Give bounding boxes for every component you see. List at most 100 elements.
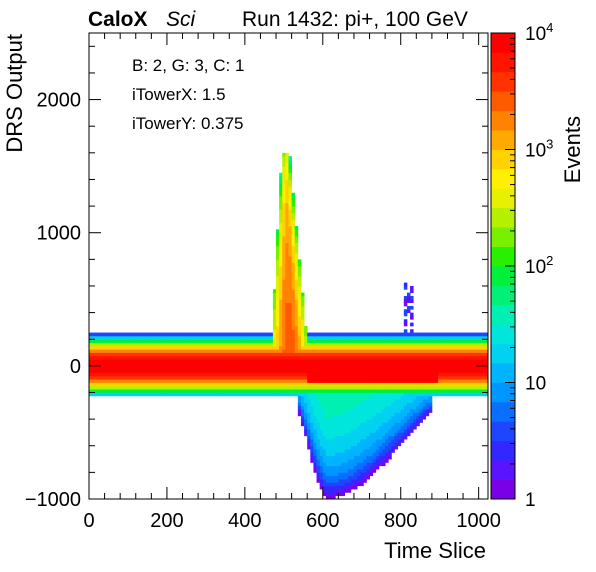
heatmap-cell: [126, 375, 130, 380]
heatmap-cell: [382, 335, 386, 340]
heatmap-cell: [107, 345, 112, 350]
heatmap-cell: [126, 345, 130, 350]
heatmap-cell: [410, 295, 414, 300]
heatmap-cell: [385, 412, 389, 417]
heatmap-cell: [406, 375, 411, 380]
heatmap-cell: [400, 389, 405, 393]
heatmap-cell: [410, 362, 414, 367]
heatmap-cell: [319, 365, 324, 370]
heatmap-cell: [291, 365, 296, 370]
heatmap-cell: [363, 422, 367, 427]
heatmap-cell: [201, 332, 205, 337]
heatmap-cell: [372, 399, 377, 403]
heatmap-cell: [363, 412, 367, 417]
heatmap-cell: [313, 389, 317, 393]
heatmap-cell: [366, 469, 370, 473]
heatmap-cell: [360, 455, 364, 460]
heatmap-cell: [179, 392, 183, 397]
heatmap-cell: [360, 465, 364, 470]
heatmap-cell: [338, 439, 342, 443]
heatmap-cell: [173, 372, 177, 377]
heatmap-cell: [101, 355, 105, 360]
heatmap-cell: [469, 362, 473, 367]
heatmap-cell: [378, 459, 383, 463]
heatmap-cell: [463, 375, 467, 380]
heatmap-cell: [282, 339, 286, 343]
heatmap-cell: [366, 369, 370, 373]
heatmap-cell: [391, 342, 395, 347]
heatmap-cell: [285, 182, 289, 187]
heatmap-cell: [307, 435, 311, 440]
heatmap-cell: [126, 392, 130, 397]
heatmap-cell: [388, 405, 392, 410]
heatmap-cell: [332, 352, 336, 357]
heatmap-cell: [347, 385, 352, 390]
heatmap-cell: [207, 332, 211, 337]
heatmap-cell: [213, 345, 218, 350]
heatmap-cell: [129, 355, 134, 360]
heatmap-cell: [350, 415, 355, 420]
heatmap-cell: [425, 399, 430, 403]
heatmap-cell: [366, 345, 370, 350]
heatmap-cell: [366, 352, 370, 357]
heatmap-cell: [92, 379, 96, 383]
heatmap-cell: [210, 349, 215, 353]
heatmap-cell: [329, 489, 333, 493]
heatmap-cell: [394, 362, 398, 367]
heatmap-cell: [285, 349, 289, 353]
heatmap-cell: [201, 355, 205, 360]
heatmap-cell: [291, 199, 296, 204]
heatmap-cell: [459, 372, 464, 377]
heatmap-cell: [260, 332, 264, 337]
heatmap-cell: [294, 392, 299, 397]
heatmap-cell: [300, 342, 305, 347]
heatmap-cell: [279, 302, 283, 307]
heatmap-cell: [160, 382, 165, 387]
heatmap-cell: [297, 329, 302, 333]
heatmap-cell: [163, 375, 168, 380]
heatmap-cell: [282, 202, 286, 207]
heatmap-cell: [378, 405, 383, 410]
heatmap-cell: [332, 449, 336, 453]
x-tick-label: 400: [228, 510, 261, 532]
heatmap-cell: [475, 392, 480, 397]
heatmap-cell: [98, 385, 102, 390]
heatmap-cell: [332, 409, 336, 413]
color-bar-swatch: [491, 324, 515, 345]
heatmap-cell: [453, 362, 458, 367]
heatmap-cell: [375, 409, 380, 413]
heatmap-cell: [335, 365, 339, 370]
heatmap-cell: [297, 312, 302, 317]
heatmap-cell: [410, 289, 414, 294]
heatmap-cell: [419, 419, 423, 423]
heatmap-cell: [251, 335, 255, 340]
heatmap-cell: [441, 345, 445, 350]
heatmap-cell: [372, 459, 377, 463]
heatmap-cell: [98, 342, 102, 347]
heatmap-cell: [247, 339, 252, 343]
heatmap-cell: [285, 372, 289, 377]
heatmap-cell: [375, 415, 380, 420]
heatmap-cell: [332, 465, 336, 470]
heatmap-cell: [176, 369, 180, 373]
heatmap-cell: [350, 339, 355, 343]
heatmap-cell: [282, 295, 286, 300]
heatmap-cell: [338, 455, 342, 460]
heatmap-cell: [204, 375, 208, 380]
heatmap-cell: [406, 335, 411, 340]
heatmap-cell: [403, 309, 408, 313]
heatmap-cell: [372, 409, 377, 413]
brand-title: CaloX: [88, 8, 148, 31]
heatmap-cell: [425, 382, 430, 387]
heatmap-cell: [422, 395, 427, 400]
heatmap-cell: [332, 365, 336, 370]
heatmap-cell: [378, 345, 383, 350]
heatmap-cell: [235, 375, 240, 380]
heatmap-cell: [92, 375, 96, 380]
heatmap-cell: [288, 392, 293, 397]
heatmap-cell: [325, 345, 330, 350]
heatmap-cell: [176, 352, 180, 357]
heatmap-cell: [304, 402, 308, 407]
heatmap-cell: [113, 335, 118, 340]
heatmap-cell: [182, 342, 187, 347]
